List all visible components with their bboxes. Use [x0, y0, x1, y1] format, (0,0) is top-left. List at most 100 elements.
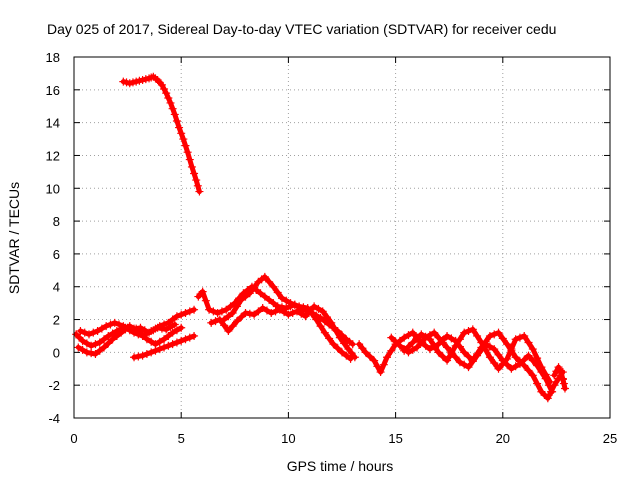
- data-point-marker: [460, 360, 469, 369]
- data-point-marker: [365, 352, 374, 361]
- data-point-marker: [232, 317, 241, 326]
- data-point-marker: [333, 344, 342, 353]
- data-point-marker: [331, 326, 340, 335]
- data-point-marker: [168, 328, 177, 337]
- data-point-marker: [78, 345, 87, 354]
- data-point-marker: [477, 338, 486, 347]
- data-point-marker: [288, 308, 297, 317]
- data-point-marker: [104, 339, 113, 348]
- data-point-marker: [318, 307, 327, 316]
- data-point-marker: [164, 331, 173, 340]
- y-tick-label: 0: [53, 345, 60, 360]
- data-point-marker: [209, 307, 218, 316]
- x-tick-label: 20: [496, 431, 510, 446]
- data-point-marker: [136, 323, 145, 332]
- data-point-marker: [160, 343, 169, 352]
- data-point-marker: [451, 353, 460, 362]
- data-point-marker: [207, 318, 216, 327]
- data-point-marker: [494, 350, 503, 359]
- data-point-marker: [485, 342, 494, 351]
- data-point-marker: [355, 340, 364, 349]
- data-point-marker: [310, 302, 319, 311]
- data-point-marker: [166, 322, 175, 331]
- data-point-marker: [74, 343, 83, 352]
- chart-title: Day 025 of 2017, Sidereal Day-to-day VTE…: [47, 21, 556, 37]
- data-point-marker: [344, 345, 353, 354]
- data-point-marker: [286, 299, 295, 308]
- data-point-marker: [104, 331, 113, 340]
- data-point-marker: [327, 318, 336, 327]
- data-point-marker: [558, 375, 567, 384]
- data-point-marker: [498, 359, 507, 368]
- data-point-marker: [346, 354, 355, 363]
- data-point-marker: [201, 296, 210, 305]
- data-point-marker: [87, 349, 96, 358]
- data-point-marker: [162, 89, 171, 98]
- data-point-marker: [280, 308, 289, 317]
- data-point-marker: [170, 110, 179, 119]
- data-point-marker: [241, 308, 250, 317]
- data-point-marker: [387, 346, 396, 355]
- data-point-marker: [438, 338, 447, 347]
- data-point-marker: [524, 351, 533, 360]
- data-point-marker: [142, 335, 151, 344]
- data-point-marker: [373, 362, 382, 371]
- data-point-marker: [183, 148, 192, 157]
- data-point-marker: [149, 326, 158, 335]
- data-point-marker: [93, 327, 102, 336]
- data-point-marker: [507, 345, 516, 354]
- data-point-marker: [260, 272, 269, 281]
- data-point-marker: [464, 352, 473, 361]
- data-point-marker: [552, 367, 561, 376]
- data-point-marker: [468, 357, 477, 366]
- y-tick-label: 14: [46, 116, 60, 131]
- y-tick-label: 2: [53, 313, 60, 328]
- data-point-marker: [515, 359, 524, 368]
- data-point-marker: [533, 379, 542, 388]
- x-tick-label: 25: [603, 431, 617, 446]
- data-point-marker: [260, 292, 269, 301]
- data-point-marker: [443, 331, 452, 340]
- data-point-marker: [224, 312, 233, 321]
- data-point-marker: [187, 162, 196, 171]
- data-point-marker: [262, 306, 271, 315]
- data-point-marker: [550, 371, 559, 380]
- data-point-marker: [541, 370, 550, 379]
- data-point-marker: [162, 325, 171, 334]
- data-point-marker: [241, 292, 250, 301]
- data-point-marker: [297, 309, 306, 318]
- data-point-marker: [193, 181, 202, 190]
- x-tick-label: 10: [281, 431, 295, 446]
- data-point-marker: [177, 129, 186, 138]
- data-point-marker: [258, 304, 267, 313]
- data-point-marker: [115, 320, 124, 329]
- data-point-marker: [473, 351, 482, 360]
- data-point-marker: [147, 337, 156, 346]
- data-point-marker: [172, 116, 181, 125]
- data-point-marker: [413, 334, 422, 343]
- data-point-marker: [503, 340, 512, 349]
- data-point-marker: [160, 335, 169, 344]
- data-point-marker: [273, 288, 282, 297]
- series-track-g: [220, 272, 355, 363]
- data-point-marker: [481, 345, 490, 354]
- data-point-marker: [232, 302, 241, 311]
- data-point-marker: [138, 351, 147, 360]
- data-point-marker: [511, 362, 520, 371]
- data-point-marker: [338, 348, 346, 357]
- data-point-marker: [511, 353, 520, 362]
- data-point-marker: [524, 338, 533, 347]
- data-point-marker: [303, 304, 312, 313]
- data-point-marker: [190, 305, 199, 314]
- data-point-marker: [520, 331, 529, 340]
- data-point-marker: [370, 356, 379, 365]
- data-point-marker: [485, 331, 494, 340]
- data-point-marker: [220, 315, 229, 324]
- x-tick-label: 15: [388, 431, 402, 446]
- data-point-marker: [190, 169, 199, 178]
- data-point-marker: [250, 310, 259, 319]
- data-point-marker: [91, 350, 100, 359]
- y-tick-label: -4: [48, 411, 60, 426]
- data-point-marker: [271, 307, 280, 316]
- data-point-marker: [195, 187, 204, 196]
